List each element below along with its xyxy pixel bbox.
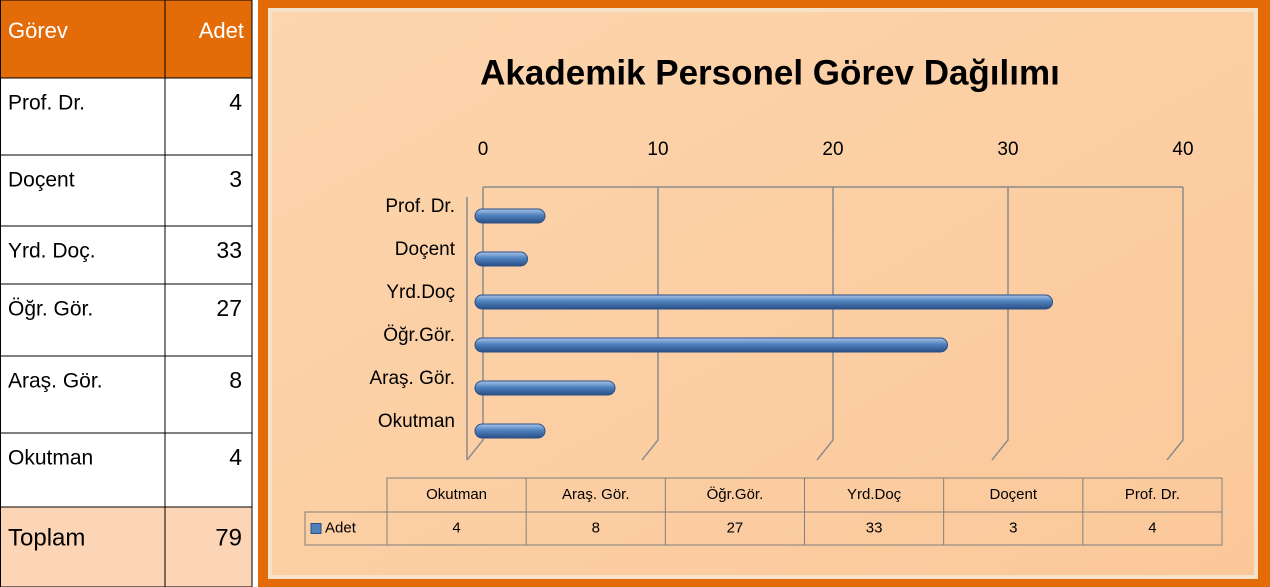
y-tick-label: Öğr.Gör. xyxy=(383,325,455,346)
data-table-value: 27 xyxy=(727,519,744,536)
data-table-category: Doçent xyxy=(989,486,1037,503)
data-table-category: Öğr.Gör. xyxy=(707,485,764,503)
data-table-category: Okutman xyxy=(426,486,487,503)
grid-line xyxy=(466,187,484,461)
x-tick-label: 40 xyxy=(1172,139,1193,160)
count-cell: 33 xyxy=(216,237,242,263)
role-cell: Araş. Gör. xyxy=(8,370,103,393)
data-table-value: 4 xyxy=(1148,519,1156,536)
count-cell: 4 xyxy=(229,89,242,115)
role-cell: Doçent xyxy=(8,169,75,192)
grid-line xyxy=(641,187,659,461)
bar xyxy=(474,208,546,224)
header-cell: Adet xyxy=(199,18,244,43)
data-table-value: 8 xyxy=(592,519,600,536)
bar xyxy=(474,337,948,353)
chart-panel xyxy=(268,8,1258,579)
count-cell: 27 xyxy=(216,295,242,321)
count-cell: 8 xyxy=(229,367,242,393)
data-table-value: 33 xyxy=(866,519,883,536)
data-table-category: Yrd.Doç xyxy=(847,486,902,503)
bar xyxy=(474,380,616,396)
x-tick-label: 0 xyxy=(478,139,489,160)
grid-line xyxy=(991,187,1009,461)
y-tick-label: Doçent xyxy=(395,239,456,260)
x-tick-label: 20 xyxy=(822,139,843,160)
role-cell: Öğr. Gör. xyxy=(8,298,93,321)
x-tick-label: 10 xyxy=(647,139,668,160)
bar xyxy=(474,251,528,267)
bar xyxy=(474,294,1053,310)
count-cell: 3 xyxy=(229,166,242,192)
role-cell: Prof. Dr. xyxy=(8,92,85,115)
data-table-category: Prof. Dr. xyxy=(1125,486,1180,503)
total-cell: 79 xyxy=(215,524,242,551)
count-cell: 4 xyxy=(229,444,242,470)
total-cell: Toplam xyxy=(8,524,85,551)
legend-label: Adet xyxy=(325,519,357,536)
total-row xyxy=(0,507,252,587)
role-cell: Okutman xyxy=(8,447,93,470)
x-tick-label: 30 xyxy=(997,139,1018,160)
data-table-value: 4 xyxy=(452,519,460,536)
y-tick-label: Prof. Dr. xyxy=(385,196,455,217)
role-cell: Yrd. Doç. xyxy=(8,240,96,263)
y-tick-label: Yrd.Doç xyxy=(386,282,455,303)
bar xyxy=(474,423,546,439)
legend-swatch xyxy=(310,523,322,534)
header-cell: Görev xyxy=(8,18,68,43)
header-row xyxy=(0,0,252,78)
grid-line xyxy=(1166,187,1184,461)
data-table-category: Araş. Gör. xyxy=(562,486,630,503)
grid-line xyxy=(816,187,834,461)
y-tick-label: Okutman xyxy=(378,411,455,432)
y-tick-label: Araş. Gör. xyxy=(369,368,455,389)
data-table-value: 3 xyxy=(1009,519,1017,536)
chart-title: Akademik Personel Görev Dağılımı xyxy=(480,53,1060,92)
